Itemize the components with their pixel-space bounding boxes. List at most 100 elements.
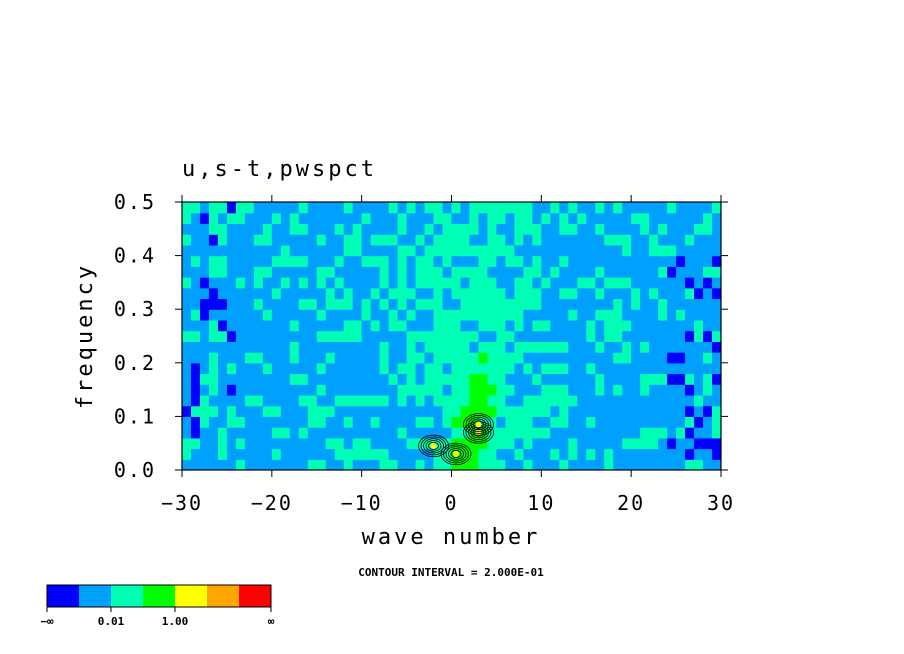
field-cell — [415, 266, 426, 278]
field-cell — [199, 266, 210, 278]
field-cell — [289, 309, 300, 321]
field-cell — [424, 341, 435, 353]
field-cell — [433, 437, 444, 450]
field-cell — [676, 405, 686, 417]
field-cell — [352, 341, 363, 353]
field-cell — [712, 448, 721, 460]
field-cell — [676, 223, 686, 235]
field-cell — [550, 448, 560, 460]
field-cell — [577, 448, 587, 460]
field-cell — [379, 448, 390, 460]
colorbar-frame — [46, 584, 272, 608]
field-cell — [316, 223, 327, 235]
field-cell — [478, 330, 489, 342]
field-cell — [541, 223, 551, 235]
field-cell — [523, 319, 533, 332]
field-cell — [541, 394, 551, 407]
field-cell — [379, 309, 390, 321]
field-cell — [532, 202, 542, 214]
field-cell — [298, 384, 309, 396]
field-cell — [433, 405, 444, 417]
field-cell — [289, 448, 300, 460]
field-cell — [208, 341, 219, 353]
field-cell — [559, 362, 569, 375]
field-cell — [217, 352, 228, 364]
field-cell — [397, 394, 408, 407]
field-cell — [361, 277, 372, 289]
field-cell — [343, 416, 354, 428]
field-cell — [226, 362, 237, 375]
colorbar-label: ∞ — [268, 615, 275, 628]
field-cell — [640, 373, 650, 385]
field-cell — [604, 459, 614, 470]
field-cell — [559, 234, 569, 246]
field-cell — [253, 405, 264, 417]
field-cell — [532, 277, 542, 289]
field-cell — [622, 352, 632, 364]
field-cell — [640, 223, 650, 235]
field-cell — [361, 384, 372, 396]
field-cell — [712, 384, 721, 396]
field-cell — [289, 266, 300, 278]
field-cell — [442, 234, 453, 246]
field-cell — [433, 255, 444, 267]
field-cell — [442, 244, 453, 257]
field-cell — [514, 384, 524, 396]
field-cell — [712, 255, 721, 267]
field-cell — [460, 212, 471, 225]
field-cell — [460, 266, 471, 278]
field-cell — [541, 266, 551, 278]
field-cell — [217, 384, 228, 396]
field-cell — [244, 255, 255, 267]
x-tick-label: −20 — [251, 491, 293, 515]
field-cell — [523, 341, 533, 353]
field-cell — [550, 234, 560, 246]
field-cell — [343, 202, 354, 214]
field-cell — [604, 437, 614, 450]
field-cell — [226, 373, 237, 385]
field-cell — [352, 394, 363, 407]
field-cell — [523, 459, 533, 470]
field-cell — [334, 234, 345, 246]
field-cell — [352, 212, 363, 225]
field-cell — [316, 394, 327, 407]
field-cell — [604, 266, 614, 278]
field-cell — [496, 437, 506, 450]
field-cell — [478, 287, 489, 300]
field-cell — [208, 287, 219, 300]
field-cell — [361, 244, 372, 257]
field-cell — [550, 212, 560, 225]
field-cell — [640, 384, 650, 396]
field-cell — [505, 330, 515, 342]
field-cell — [415, 277, 426, 289]
field-cell — [199, 212, 210, 225]
field-cell — [370, 287, 381, 300]
field-cell — [415, 309, 426, 321]
field-cell — [550, 373, 560, 385]
field-cell — [604, 427, 614, 439]
field-cell — [496, 448, 506, 460]
field-cell — [289, 362, 300, 375]
field-cell — [541, 298, 551, 310]
field-cell — [397, 362, 408, 375]
field-cell — [703, 287, 713, 300]
field-cell — [325, 298, 336, 310]
field-cell — [577, 384, 587, 396]
field-cell — [631, 416, 641, 428]
field-cell — [613, 255, 623, 267]
field-cell — [586, 234, 596, 246]
field-cell — [541, 459, 551, 470]
field-cell — [505, 266, 515, 278]
field-cell — [460, 277, 471, 289]
field-cell — [577, 352, 587, 364]
field-cell — [307, 234, 318, 246]
field-cell — [469, 373, 480, 385]
field-cell — [523, 373, 533, 385]
field-cell — [613, 266, 623, 278]
field-cell — [343, 352, 354, 364]
field-cell — [182, 309, 192, 321]
field-cell — [478, 459, 489, 470]
field-cell — [694, 373, 704, 385]
field-cell — [667, 309, 677, 321]
field-cell — [559, 298, 569, 310]
